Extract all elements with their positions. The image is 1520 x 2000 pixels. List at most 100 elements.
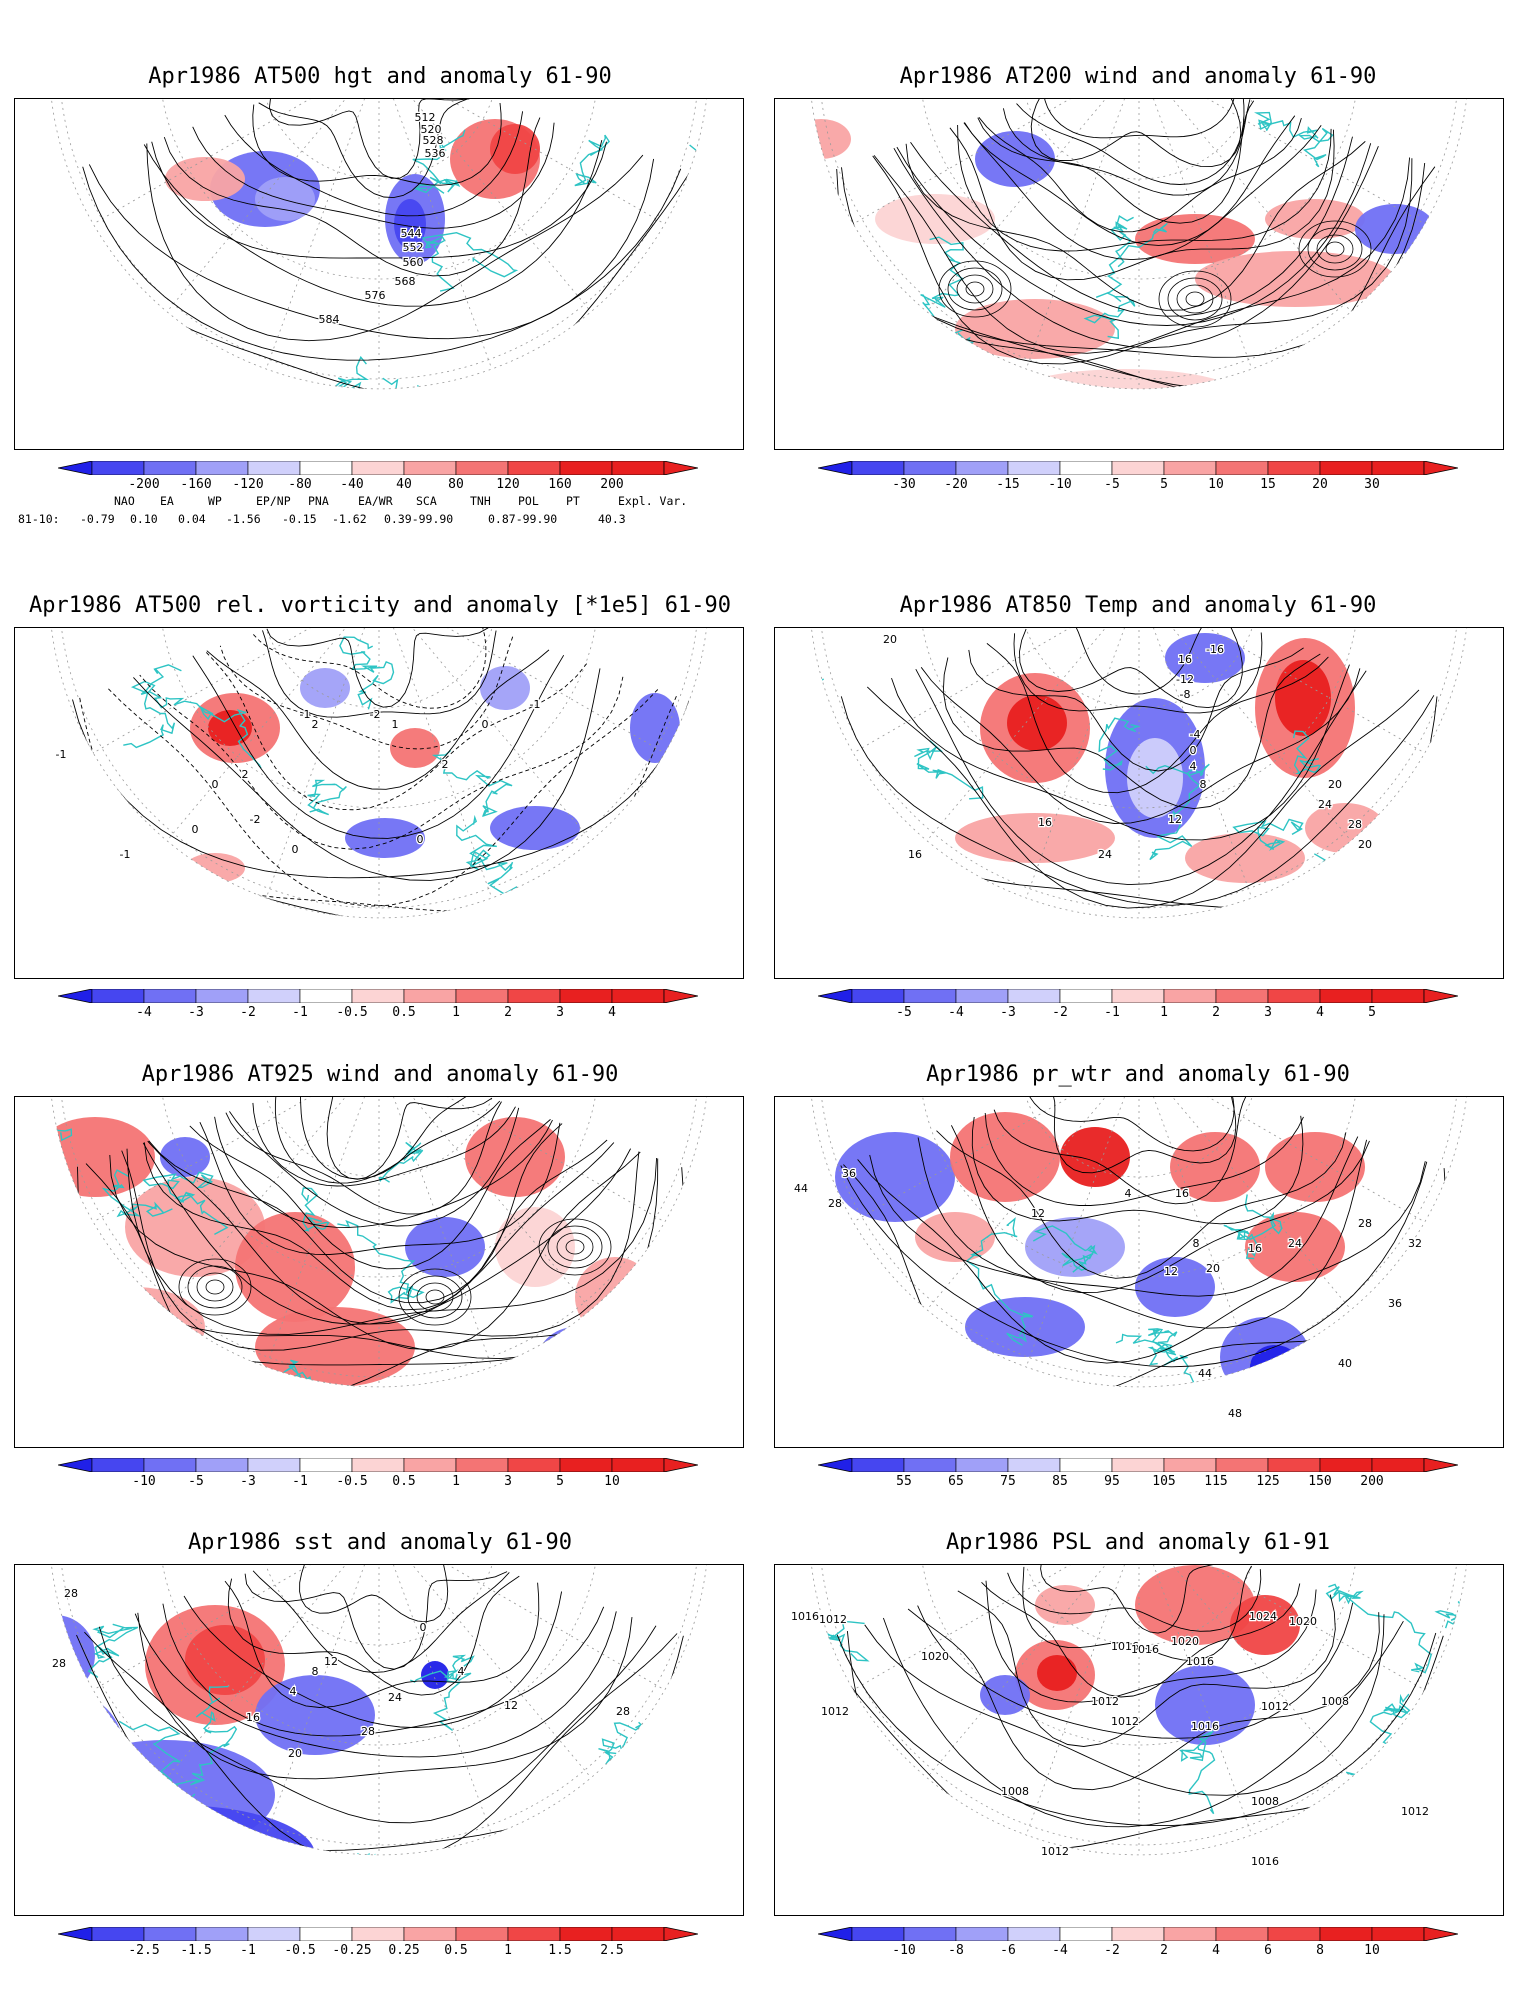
contour-label: -2: [250, 813, 261, 826]
colorbar-bin: [455, 1457, 509, 1473]
meridian: [830, 99, 1106, 427]
contour-label: -4: [1190, 728, 1201, 741]
colorbar-tick-label: 1: [1160, 1005, 1168, 1020]
panel-title-t850: Apr1986 AT850 Temp and anomaly 61-90: [899, 593, 1377, 618]
coastline: [1223, 1194, 1283, 1260]
colorbar-tick-label: -1: [240, 1943, 256, 1958]
anomaly-blob: [1195, 251, 1395, 307]
colorbar-bin: [299, 988, 353, 1004]
colorbar-vort500: [57, 988, 699, 1007]
contour-label: 1012: [1041, 1845, 1069, 1858]
anomaly-blob: [1135, 1257, 1215, 1317]
anomaly-blob: [490, 124, 540, 174]
hemisphere-mask: [15, 1565, 743, 1915]
coastline: [1292, 730, 1322, 775]
contour-label: 40: [1338, 1357, 1352, 1370]
colorbar-tick-label: -1: [292, 1005, 308, 1020]
colorbar-tick-label: -160: [180, 477, 212, 492]
colorbar-tick-label: 80: [448, 477, 464, 492]
colorbar-bin: [1111, 460, 1165, 476]
map-z500: 512 520 528 536 544 552 560 568 576 584: [14, 98, 744, 450]
streamline: [978, 117, 1302, 233]
contour-label: 0: [192, 823, 199, 836]
teleconnection-header: EA: [160, 494, 174, 508]
coastline: [1253, 111, 1334, 168]
streamline: [299, 1097, 467, 1180]
teleconnection-header: PNA: [308, 494, 329, 508]
contour-line: [143, 139, 603, 307]
meridian: [1153, 99, 1282, 449]
colorbar-arrow-low: [817, 988, 853, 1004]
contour-line: [137, 1612, 633, 1780]
hemisphere-edge: [51, 628, 707, 919]
contour-label: 512: [415, 111, 436, 124]
contour-label: 0: [212, 778, 219, 791]
anomaly-blob: [255, 177, 315, 221]
contour-line: [219, 636, 514, 750]
streamline: [214, 1116, 553, 1228]
hemisphere-edge: [51, 1097, 707, 1388]
colorbar-tick-label: -0.25: [332, 1943, 372, 1958]
meridian: [447, 1097, 743, 1268]
colorbar-tick-label: -10: [1048, 477, 1072, 492]
contour-label: 44: [794, 1182, 808, 1195]
map-psl: 1016 1012 1020 1016 1012 1016 1024 1020 1016 1012…: [774, 1564, 1504, 1916]
colorbar-arrow-high: [1423, 1926, 1459, 1942]
contour-line: [1019, 628, 1243, 709]
contour-line: [206, 649, 550, 790]
colorbar-bin: [1163, 988, 1217, 1004]
contour-line: [1013, 632, 1263, 714]
hemisphere-edge: [811, 1565, 1467, 1856]
contour-label: 552: [403, 241, 424, 254]
contour-label: -16: [1206, 643, 1224, 656]
vortex-ring: [965, 281, 985, 297]
coastline: [1098, 717, 1141, 771]
meridian: [996, 99, 1125, 449]
colorbar-tick-label: -10: [132, 1474, 156, 1489]
colorbar-tick-label: -30: [892, 477, 916, 492]
anomaly-blob: [950, 1112, 1060, 1202]
contour-label: 16: [1175, 1187, 1189, 1200]
colorbar-u925: [57, 1457, 699, 1476]
streamline: [274, 1097, 501, 1184]
anomaly-blob: [490, 806, 580, 850]
anomaly-blob: [1135, 1565, 1255, 1645]
colorbar-bin: [955, 460, 1009, 476]
contour-label: 28: [1348, 818, 1362, 831]
contour-label: 12: [1164, 1265, 1178, 1278]
colorbar-bin: [1215, 460, 1269, 476]
meridian: [393, 1097, 522, 1447]
colorbar-arrow-high: [663, 460, 699, 476]
colorbar-bin: [195, 988, 249, 1004]
colorbar-bin: [195, 460, 249, 476]
contour-label: 28: [52, 1657, 66, 1670]
panel-title-u200: Apr1986 AT200 wind and anomaly 61-90: [899, 64, 1377, 89]
colorbar-bin: [247, 460, 301, 476]
contour-label: 520: [421, 123, 442, 136]
colorbar-bin: [143, 1926, 197, 1942]
contour-label: 1012: [1091, 1695, 1119, 1708]
colorbar-bin: [507, 1457, 561, 1473]
colorbar-tick-label: -10: [892, 1943, 916, 1958]
contour-line: [268, 99, 471, 179]
contour-label: 1012: [1111, 1715, 1139, 1728]
contour-label: -8: [1180, 688, 1191, 701]
colorbar-bin: [1007, 1457, 1061, 1473]
coastline: [819, 1620, 870, 1662]
streamline: [896, 143, 1372, 326]
meridian: [412, 1097, 688, 1425]
contour-label: 24: [1318, 798, 1332, 811]
coastline: [1325, 1583, 1433, 1674]
contour-line: [262, 630, 497, 718]
contour-label: 16: [908, 848, 922, 861]
contour-label: 1008: [1321, 1695, 1349, 1708]
meridian: [1207, 628, 1503, 799]
colorbar-arrow-low: [817, 460, 853, 476]
coastline: [456, 814, 518, 895]
contour-label: 36: [1388, 1297, 1402, 1310]
contour-label: 0: [482, 718, 489, 731]
colorbar-arrow-low: [817, 1926, 853, 1942]
contour-label: 20: [1206, 1262, 1220, 1275]
contour-line: [299, 1565, 449, 1623]
meridian: [393, 99, 522, 449]
